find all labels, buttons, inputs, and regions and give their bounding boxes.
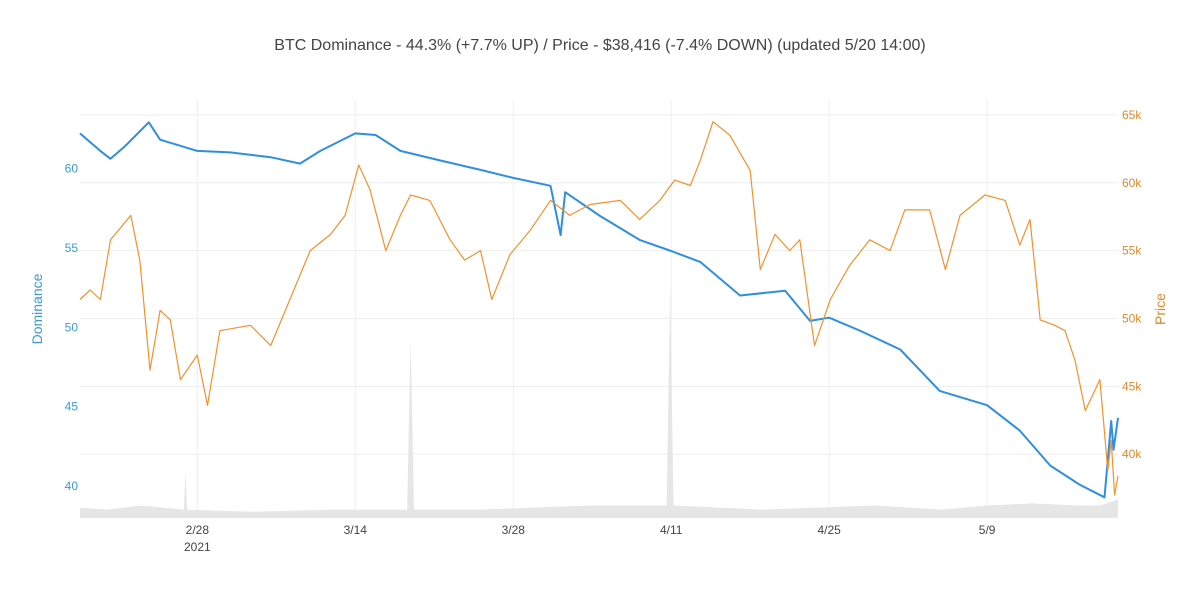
x-tick-label: 4/25 [817,523,841,537]
x-tick-label: 3/28 [502,523,526,537]
y-left-tick-label: 50 [65,320,79,334]
y-right-tick-label: 60k [1122,176,1142,190]
y-right-tick-label: 65k [1122,108,1142,122]
x-tick-label: 2/28 [186,523,210,537]
y-left-tick-label: 40 [65,479,79,493]
y-left-tick-label: 45 [65,400,79,414]
x-tick-label: 4/11 [660,523,683,537]
y-left-axis-title: Dominance [29,273,45,344]
chart-title: BTC Dominance - 44.3% (+7.7% UP) / Price… [274,37,925,54]
y-right-axis-title: Price [1152,293,1168,325]
series-volume-area [80,288,1118,518]
x-tick-label: 5/9 [979,523,996,537]
y-right-tick-label: 40k [1122,447,1142,461]
series-dominance-line [79,121,1119,499]
y-left-tick-label: 60 [65,161,79,175]
y-right-tick-label: 50k [1122,312,1142,326]
y-right-tick-label: 45k [1122,379,1142,393]
axes: 40k 45k 50k 55k 60k 65k 40 45 50 55 60 2/28 2021 3/14… [65,108,1143,554]
y-right-tick-label: 55k [1122,244,1142,258]
x-tick-sublabel: 2021 [184,540,211,554]
x-tick-label: 3/14 [344,523,368,537]
y-left-tick-label: 55 [65,241,79,255]
grid [80,100,1118,518]
plot-area[interactable] [79,121,1119,518]
series-price-line [79,121,1119,496]
